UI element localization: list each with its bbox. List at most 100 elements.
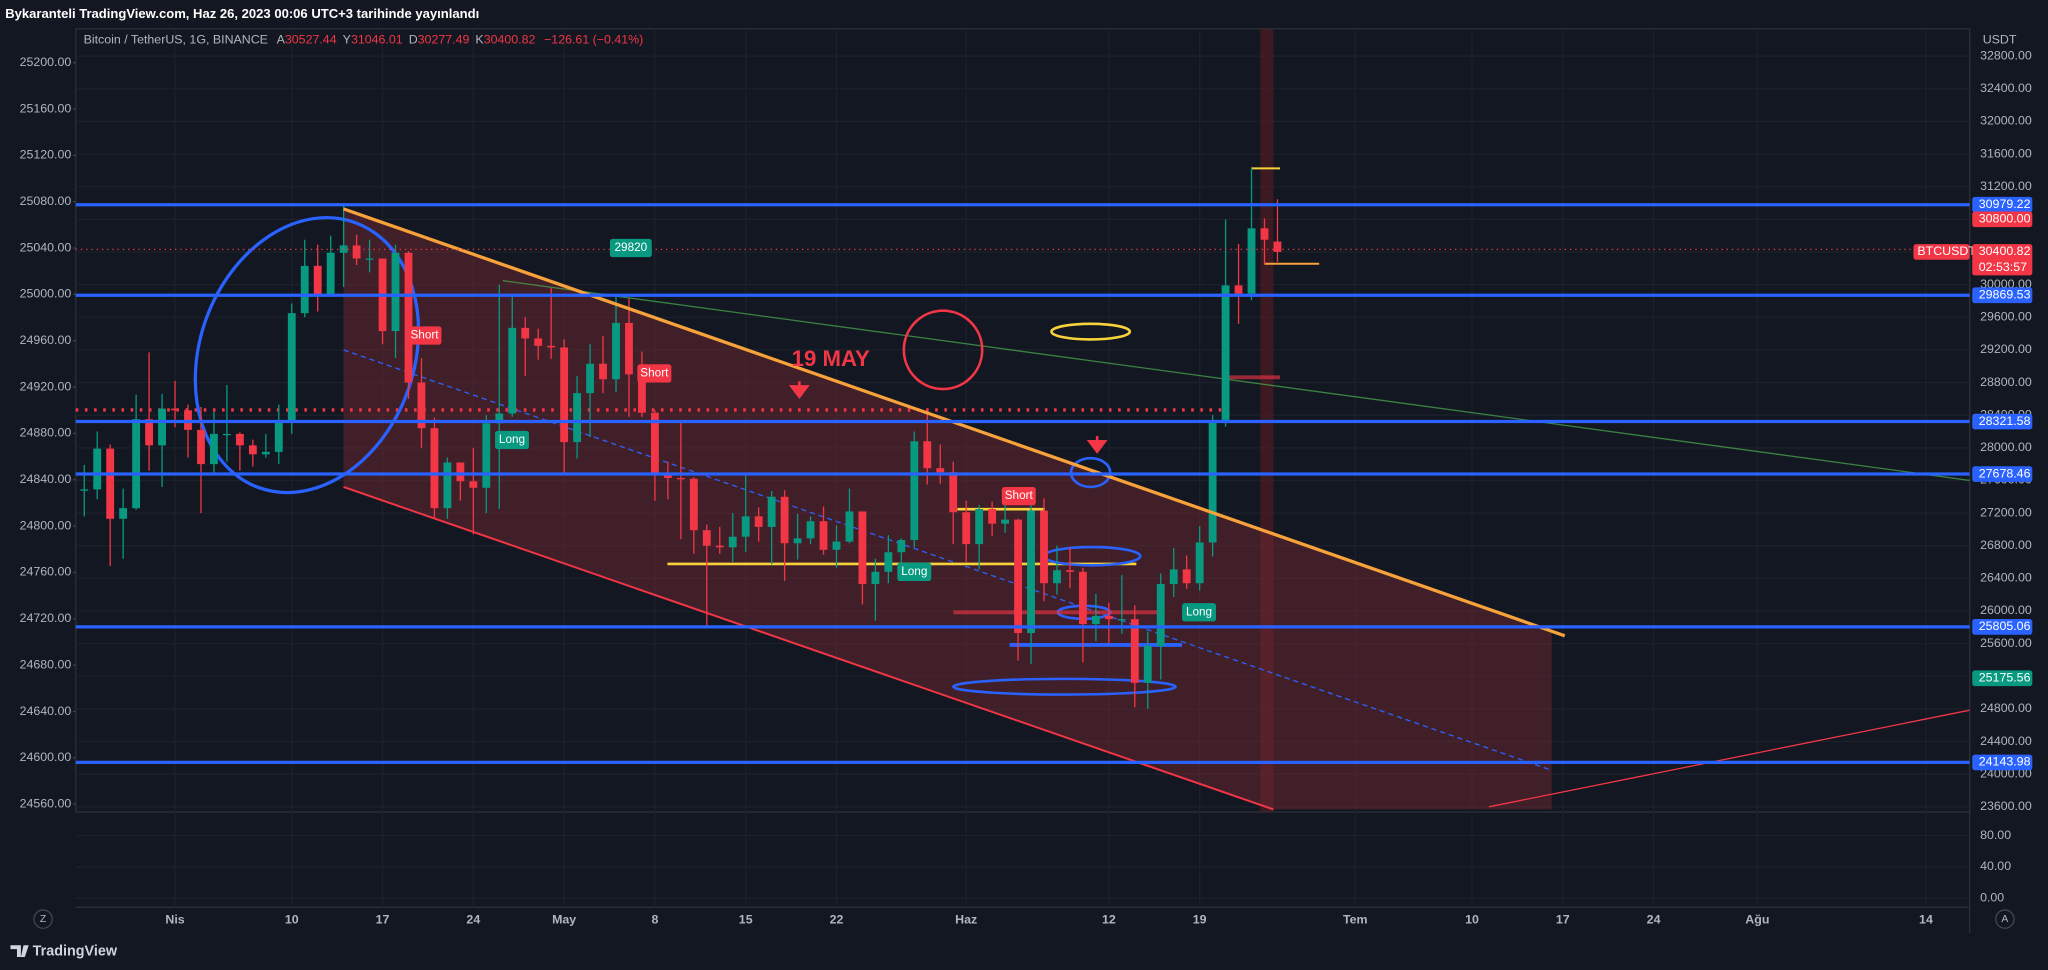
red-circle: [902, 309, 984, 391]
candle-body: [404, 252, 413, 383]
candle-body: [171, 408, 179, 411]
axis-button-label[interactable]: Z: [40, 914, 47, 925]
y-tick-label: 29600.00: [1980, 310, 2032, 324]
trend-green: [502, 280, 1970, 482]
candle-body: [80, 489, 89, 491]
candle-body: [1208, 422, 1217, 543]
ohlc-letter: Y: [343, 33, 351, 47]
candle-body: [728, 536, 737, 548]
y2-tick-label: 25160.00: [20, 101, 72, 115]
y-tick-label: 26400.00: [1980, 571, 2032, 585]
candle-body: [1079, 571, 1087, 625]
candle-body: [560, 347, 569, 443]
signal-label: 29820: [615, 241, 648, 254]
candle-body: [1195, 542, 1204, 584]
signal-box: [637, 364, 672, 383]
candle-body: [456, 462, 465, 482]
price-label: 29869.53: [1979, 288, 2031, 302]
x-tick-label: 24: [1647, 913, 1661, 927]
candle-body: [612, 322, 620, 380]
price-label-box: [1972, 466, 2033, 482]
candle-body: [586, 363, 594, 394]
candle-body: [663, 474, 672, 478]
y-tick-label: 32400.00: [1980, 81, 2032, 95]
y2-tick-label: 24680.00: [20, 657, 72, 671]
candle-body: [1027, 510, 1035, 634]
candle-body: [1066, 570, 1074, 572]
axis-button[interactable]: [33, 909, 53, 929]
signal-box: [1001, 486, 1036, 506]
change: −126.61 (−0.41%): [544, 33, 643, 47]
candle-body: [222, 433, 231, 436]
signal-label: Short: [1005, 489, 1034, 502]
legend: Bitcoin / TetherUS, 1G, BINANCE A30527.4…: [84, 33, 644, 47]
y-tick-label: 26000.00: [1980, 603, 2032, 617]
x-tick-label: 10: [285, 913, 299, 927]
candle-body: [1156, 584, 1165, 647]
price-label: 30800.00: [1979, 212, 2031, 226]
ticker-label: BTCUSDT: [1917, 244, 1976, 258]
y-tick-label: 30000.00: [1980, 277, 2032, 291]
candle-body: [508, 327, 517, 414]
x-tick-label: 14: [1919, 913, 1933, 927]
x-tick-label: 17: [376, 913, 390, 927]
candle-body: [326, 252, 335, 295]
axis-button-label[interactable]: A: [2001, 914, 2008, 925]
candle-body: [1260, 228, 1269, 240]
candle-body: [1234, 285, 1243, 294]
candle-body: [521, 327, 530, 339]
signal-box: [609, 238, 652, 258]
candle-body: [197, 429, 205, 465]
y2-tick-label: 24960.00: [20, 333, 72, 347]
x-tick-label: 8: [651, 913, 658, 927]
y2-tick-label: 25000.00: [20, 287, 72, 301]
candle-body: [936, 468, 945, 473]
signal-box: [407, 326, 442, 345]
ohlc-value: 30527.44: [285, 33, 337, 47]
candle-body: [274, 420, 283, 452]
candle-body: [119, 508, 128, 519]
candle-body: [780, 496, 789, 544]
y-tick-label: 31600.00: [1980, 146, 2032, 160]
y2-tick-label: 25080.00: [20, 194, 72, 208]
candle-body: [832, 541, 841, 550]
channel-lower: [343, 486, 1274, 811]
x-tick-label: 17: [1556, 913, 1570, 927]
candle-body: [210, 433, 218, 465]
y-tick-label: 24400.00: [1980, 734, 2032, 748]
candle-body: [793, 538, 802, 544]
candle-body: [871, 571, 880, 585]
y2-tick-label: 24800.00: [20, 518, 72, 532]
arrow: [1086, 436, 1108, 454]
y2-tick-label: 24880.00: [20, 426, 72, 440]
price-label-box: [1972, 670, 2033, 687]
candle-body: [1053, 570, 1061, 584]
candle-body: [352, 245, 361, 259]
y2-tick-label: 24720.00: [20, 611, 72, 625]
candles: [80, 167, 1282, 709]
candle-body: [1040, 510, 1048, 584]
lower-tick-label: 0.00: [1980, 890, 2004, 904]
price-label-box: [1972, 413, 2033, 430]
candle-body: [819, 521, 828, 550]
x-tick-label: 15: [739, 913, 753, 927]
currency: USDT: [1983, 33, 2017, 47]
price-label-box: [1972, 619, 2033, 635]
y-tick-label: 24800.00: [1980, 701, 2032, 715]
candle-body: [1104, 615, 1113, 620]
lower-tick-label: 80.00: [1980, 828, 2011, 842]
candle-body: [845, 511, 854, 542]
header: Bykaranteli TradingView.com, Haz 26, 202…: [5, 6, 479, 21]
x-tick-label: 24: [466, 913, 480, 927]
x-tick-label: 22: [830, 913, 844, 927]
y-tick-label: 26800.00: [1980, 538, 2032, 552]
candle-body: [1001, 519, 1010, 524]
x-tick-label: 12: [1102, 913, 1116, 927]
axis-button[interactable]: [1995, 909, 2015, 929]
candle-body: [1247, 228, 1256, 294]
y2-tick-label: 24560.00: [20, 796, 72, 810]
candle-body: [534, 338, 543, 346]
candle-body: [1169, 569, 1178, 585]
annotation: 19 MAY: [792, 346, 870, 371]
y2-tick-label: 25040.00: [20, 240, 72, 254]
